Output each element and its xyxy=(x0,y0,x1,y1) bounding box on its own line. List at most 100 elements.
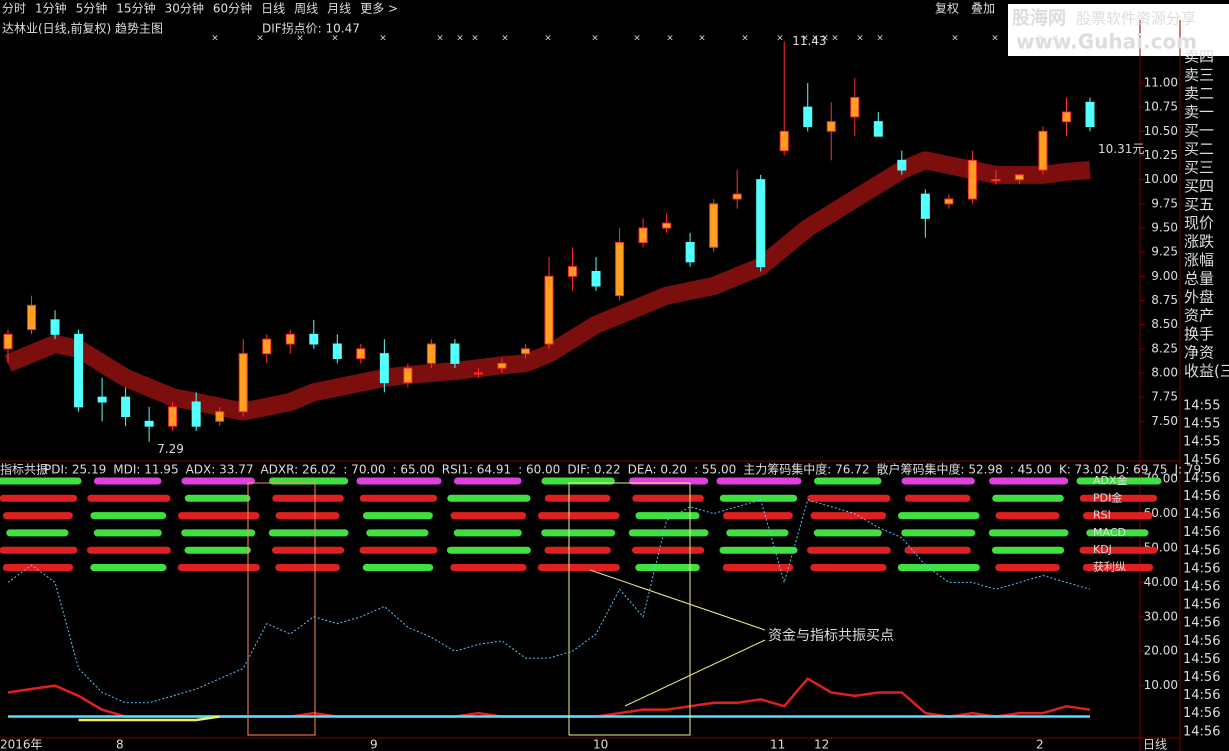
candle-body xyxy=(779,130,789,152)
signal-marker: × xyxy=(501,34,509,44)
toolbar-tab[interactable]: 分时 xyxy=(2,2,26,16)
candle-body xyxy=(144,420,154,427)
signal-marker: × xyxy=(666,34,674,44)
candle-body xyxy=(168,406,178,427)
signal-marker: × xyxy=(741,34,749,44)
indicator-readout: DIF: 0.22 xyxy=(567,463,620,477)
indicator-line xyxy=(7,499,1091,704)
logo-url: www.Guhai.com xyxy=(1016,30,1197,54)
candle-body xyxy=(591,271,601,287)
panel-title: 指标共振 xyxy=(0,462,48,477)
candle-body xyxy=(803,106,813,127)
candle-body xyxy=(1085,101,1095,128)
x-tick-label: 9 xyxy=(370,738,378,751)
quote-label: 买三 xyxy=(1184,159,1214,177)
candle-body xyxy=(309,333,319,345)
candle-body xyxy=(215,411,225,422)
indicator-readout: : 60.00 xyxy=(518,463,560,477)
signal-marker: × xyxy=(811,34,819,44)
quote-label: 买五 xyxy=(1184,196,1214,214)
quote-label: 买四 xyxy=(1184,177,1214,195)
indicator-readout: RSI1: 64.91 xyxy=(442,463,511,477)
indicator-readout: : 45.00 xyxy=(1010,463,1052,477)
y-tick-label: 9.50 xyxy=(1151,221,1178,235)
signal-marker: × xyxy=(831,34,839,44)
toolbar-tab[interactable]: 60分钟 xyxy=(213,1,252,16)
quote-time: 14:56 xyxy=(1183,598,1220,613)
indicator-readout: MDI: 11.95 xyxy=(113,463,178,477)
candle-body xyxy=(732,193,742,200)
signal-marker: × xyxy=(801,34,809,44)
candle-body xyxy=(638,227,648,243)
toolbar-button[interactable]: 叠加 xyxy=(971,2,995,16)
candle-body xyxy=(944,198,954,205)
candle-body xyxy=(356,348,366,360)
indicator-readout: : 70.00 xyxy=(343,463,385,477)
candle-body xyxy=(897,159,907,171)
candle-body xyxy=(121,396,131,417)
candle-body xyxy=(497,362,507,369)
toolbar-button[interactable]: 复权 xyxy=(935,2,959,16)
toolbar-tab[interactable]: 月线 xyxy=(327,2,351,16)
candle-body xyxy=(662,222,672,229)
toolbar-tab[interactable]: 1分钟 xyxy=(35,1,67,16)
quote-time: 14:56 xyxy=(1183,616,1220,631)
candle-body xyxy=(332,343,342,359)
quote-time: 14:55 xyxy=(1183,435,1220,450)
signal-marker: × xyxy=(1036,34,1044,44)
y-tick-label: 40.00 xyxy=(1144,575,1178,589)
signal-row-label: MACD xyxy=(1093,526,1126,539)
quote-time: 14:56 xyxy=(1183,634,1220,649)
candle-body xyxy=(1014,174,1024,181)
y-tick-label: 20.00 xyxy=(1144,644,1178,658)
quote-time: 14:56 xyxy=(1183,580,1220,595)
candle-body xyxy=(285,333,295,345)
candle-body xyxy=(379,353,389,384)
indicator-readout: D: 69.75 xyxy=(1116,463,1167,477)
quote-time: 14:56 xyxy=(1183,724,1220,739)
quote-time: 14:56 xyxy=(1183,507,1220,522)
x-tick-label: 日线 xyxy=(1143,738,1167,751)
quote-label: 总量 xyxy=(1184,270,1214,288)
indicator-readout: ADX: 33.77 xyxy=(186,463,254,477)
y-tick-label: 10.00 xyxy=(1144,678,1178,692)
y-tick-label: 8.75 xyxy=(1151,293,1178,307)
price-annotation: 11.43 xyxy=(792,34,826,48)
y-tick-label: 9.75 xyxy=(1151,196,1178,210)
signal-marker: × xyxy=(633,34,641,44)
y-tick-label: 7.50 xyxy=(1151,414,1178,428)
toolbar-tab[interactable]: 15分钟 xyxy=(116,1,155,16)
price-annotation: 10.31元 xyxy=(1098,142,1144,156)
indicator-readout: PDI: 25.19 xyxy=(44,463,106,477)
toolbar-tab[interactable]: 30分钟 xyxy=(165,1,204,16)
candle-body xyxy=(74,333,84,408)
quote-label: 买一 xyxy=(1184,122,1214,140)
signal-marker: × xyxy=(379,34,387,44)
candle-body xyxy=(850,97,860,118)
indicator-readout: : 65.00 xyxy=(393,463,435,477)
indicator-readout: 散户筹码集中度: 52.98 xyxy=(877,462,1003,477)
y-tick-label: 10.25 xyxy=(1144,148,1178,162)
quote-time: 14:55 xyxy=(1183,399,1220,414)
quote-time: 14:56 xyxy=(1183,453,1220,468)
quote-time: 14:56 xyxy=(1183,525,1220,540)
candle-body xyxy=(826,121,836,132)
quote-label: 换手 xyxy=(1184,325,1214,343)
toolbar-tab[interactable]: 更多 > xyxy=(360,2,398,16)
quote-label: 买二 xyxy=(1184,140,1214,158)
candle-body xyxy=(97,396,107,403)
y-tick-label: 9.00 xyxy=(1151,269,1178,283)
quote-label: 卖三 xyxy=(1184,66,1214,84)
chart-subtitle: DIF拐点价: 10.47 xyxy=(262,21,360,36)
quote-label: 外盘 xyxy=(1184,288,1214,306)
toolbar-tab[interactable]: 周线 xyxy=(294,2,318,16)
indicator-readout: : 55.00 xyxy=(694,463,736,477)
quote-time: 14:56 xyxy=(1183,670,1220,685)
toolbar-tab[interactable]: 5分钟 xyxy=(76,1,108,16)
highlight-box xyxy=(568,482,691,736)
quote-time: 14:56 xyxy=(1183,489,1220,504)
x-tick-label: 2016年 xyxy=(0,738,43,751)
toolbar-tab[interactable]: 日线 xyxy=(261,2,285,16)
signal-marker: × xyxy=(698,34,706,44)
